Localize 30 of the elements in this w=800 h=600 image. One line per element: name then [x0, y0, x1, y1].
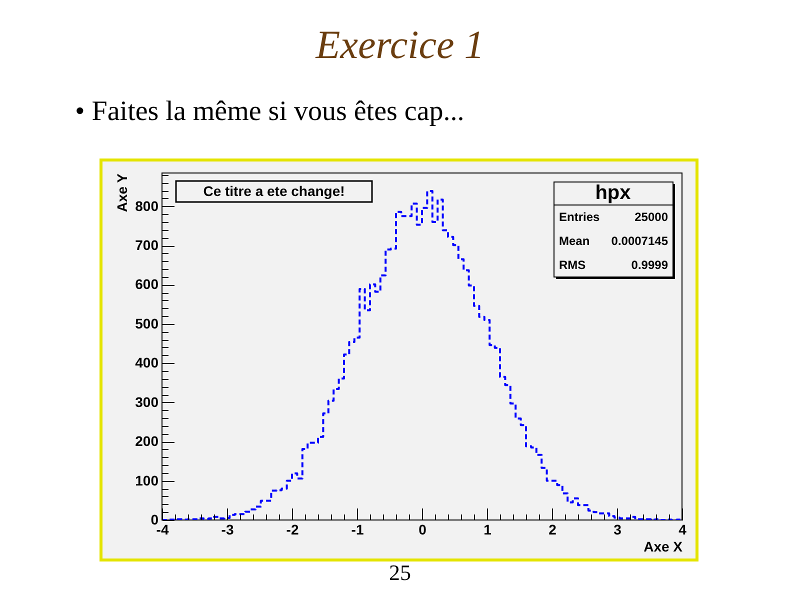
annotation: 0.0007145: [611, 234, 668, 248]
y-tick-label: 700: [135, 237, 159, 254]
annotation: 0.9999: [631, 258, 668, 272]
y-tick-label: 400: [135, 354, 159, 371]
annotation: 25000: [634, 210, 668, 224]
x-tick-label: -3: [221, 522, 234, 538]
y-tick-label: 0: [150, 512, 159, 528]
y-tick-label: 200: [135, 433, 159, 450]
text: 25: [389, 560, 411, 585]
annotation: hpx: [595, 182, 631, 204]
y-tick-label: 300: [135, 394, 159, 410]
x-tick-label: 1: [484, 522, 492, 538]
y-tick-label: 600: [135, 276, 159, 292]
chart-subtitle: • Faites la même si vous êtes cap...: [75, 96, 464, 127]
annotation: Entries: [559, 210, 600, 224]
x-axis-title: Axe X: [644, 538, 684, 554]
x-tick-label: 4: [678, 522, 687, 538]
x-tick-label: -2: [286, 522, 299, 538]
y-tick-label: 800: [135, 198, 159, 214]
chart-title: Exercice 1: [314, 22, 484, 67]
x-tick-label: 0: [418, 522, 427, 538]
y-axis-title: Axe Y: [114, 172, 130, 212]
y-tick-label: 100: [135, 472, 159, 488]
x-tick-label: 2: [548, 522, 557, 538]
x-tick-label: 3: [614, 522, 622, 538]
x-tick-label: -1: [351, 522, 364, 538]
annotation: Ce titre a ete change!: [203, 183, 345, 199]
y-tick-label: 500: [135, 315, 159, 332]
annotation: RMS: [559, 258, 586, 272]
annotation: Mean: [559, 234, 590, 248]
